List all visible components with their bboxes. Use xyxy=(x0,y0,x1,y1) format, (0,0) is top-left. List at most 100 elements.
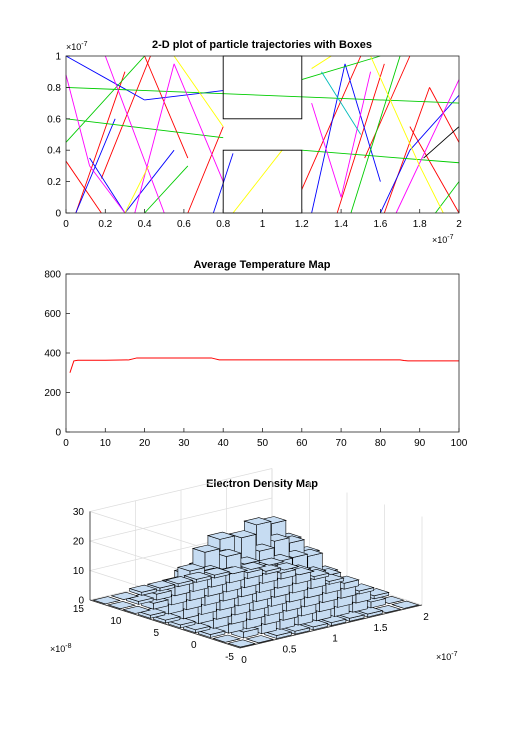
x-tick-label: 0.8 xyxy=(216,219,230,230)
bar-top xyxy=(191,544,221,553)
trajectory-segment xyxy=(311,63,346,214)
x-axis-line xyxy=(239,604,423,649)
bar-top xyxy=(212,634,242,643)
density-bar xyxy=(107,601,137,610)
trajectory-segment xyxy=(75,118,116,214)
trajectory-segment xyxy=(419,165,444,214)
temperature-plot-title: Average Temperature Map xyxy=(194,259,331,271)
x-tick-label: 1 xyxy=(260,219,266,230)
z-tick-label: 30 xyxy=(73,507,85,518)
trajectory-segment xyxy=(65,55,145,101)
bar-top xyxy=(390,600,420,609)
y-tick-label: 200 xyxy=(44,388,61,399)
temperature-line xyxy=(69,357,459,373)
trajectory-segment xyxy=(370,55,421,167)
y-tick-label: 0 xyxy=(55,428,61,439)
x-tick-label: 0 xyxy=(241,655,247,666)
trajectory-segment xyxy=(100,55,151,179)
x-tick-label: 0.4 xyxy=(138,219,152,230)
trajectory-segment xyxy=(65,118,224,139)
density-bar xyxy=(390,600,420,609)
x-tick-label: 0.6 xyxy=(177,219,191,230)
z-tick-label: 10 xyxy=(73,566,85,577)
trajectory-segment xyxy=(379,150,411,214)
density-bar xyxy=(110,591,140,600)
x-tick-label: 0 xyxy=(63,219,69,230)
trajectory-x-exponent: ×10-7 xyxy=(432,234,454,245)
bar-top xyxy=(245,635,275,644)
trajectory-segment xyxy=(173,63,224,182)
trajectory-segment xyxy=(311,55,332,69)
trajectory-segment xyxy=(75,71,126,214)
y-tick-label: -5 xyxy=(225,652,234,663)
x-tick-label: 1.4 xyxy=(334,219,348,230)
bar-top xyxy=(183,571,213,580)
density-bar xyxy=(164,576,194,588)
trajectory-segment xyxy=(301,55,381,80)
y-tick-label: 600 xyxy=(44,309,61,320)
trajectory-plot-area xyxy=(66,56,459,213)
trajectory-segment xyxy=(383,87,430,214)
trajectory-segment xyxy=(395,79,460,214)
trajectory-x-ticks: 0 0.2 0.4 0.6 0.8 1 1.2 1.4 1.6 1.8 2 xyxy=(63,209,462,230)
y-tick-label: 400 xyxy=(44,349,61,360)
density-bar xyxy=(146,580,176,592)
y-tick-label: 0.6 xyxy=(47,114,61,125)
electron-density-plot: Electron Density Map 0 10 20 30 0 0.5 1 1.5 2 15 1… xyxy=(50,468,458,666)
bar-top xyxy=(201,567,231,576)
y-tick-label: 0 xyxy=(55,209,61,220)
trajectory-segment xyxy=(144,90,224,101)
temperature-x-ticks: 0 10 20 30 40 50 60 70 80 90 100 xyxy=(63,428,468,449)
bar-top xyxy=(255,557,285,566)
density-bar xyxy=(122,605,152,614)
x-tick-label: 80 xyxy=(375,438,387,449)
trajectory-segment xyxy=(364,55,411,159)
x-tick-label: 20 xyxy=(139,438,151,449)
x-tick-label: 0.2 xyxy=(98,219,112,230)
x-tick-label: 60 xyxy=(296,438,308,449)
density-bar xyxy=(182,622,212,634)
trajectory-segment xyxy=(311,102,342,198)
trajectory-segment xyxy=(423,126,460,159)
temperature-plot-area xyxy=(66,274,459,432)
trajectory-y-ticks: 0 0.2 0.4 0.6 0.8 1 xyxy=(47,52,70,220)
bar-top xyxy=(237,561,267,570)
x-tick-label: 50 xyxy=(257,438,269,449)
density-bar xyxy=(227,639,257,648)
x-tick-label: 2 xyxy=(423,612,429,623)
trajectory-segment xyxy=(65,86,460,104)
bar-top xyxy=(107,601,137,610)
trajectory-segment xyxy=(435,181,460,214)
bar-top xyxy=(92,596,122,605)
electron-density-title: Electron Density Map xyxy=(206,478,318,490)
trajectory-y-exponent: ×10-7 xyxy=(66,41,88,52)
trajectory-segment xyxy=(144,165,189,214)
trajectory-plot: 2-D plot of particle trajectories with B… xyxy=(47,39,462,245)
density-bars xyxy=(92,516,420,648)
trajectory-segment xyxy=(65,160,102,214)
x-tick-label: 1.6 xyxy=(373,219,387,230)
density-bar xyxy=(212,634,242,643)
y-tick-label: 0.2 xyxy=(47,177,61,188)
x-tick-label: 1.8 xyxy=(413,219,427,230)
trajectory-segment xyxy=(187,126,224,214)
trajectory-segment xyxy=(232,149,283,214)
y-tick-label: 1 xyxy=(55,52,61,63)
x-tick-label: 0 xyxy=(63,438,69,449)
bar-top xyxy=(206,531,236,540)
trajectory-segment xyxy=(344,63,381,182)
y-tick-label: 0.8 xyxy=(47,83,61,94)
y-tick-label: 10 xyxy=(110,616,122,627)
trajectory-segment xyxy=(321,71,362,135)
density-bar xyxy=(128,584,158,596)
temperature-plot: Average Temperature Map 0 10 20 30 40 50 60 70 8… xyxy=(44,259,467,449)
x-tick-label: 70 xyxy=(336,438,348,449)
bar-top xyxy=(227,639,257,648)
x-tick-label: 1.2 xyxy=(295,219,309,230)
density-bar xyxy=(183,571,213,583)
trajectory-plot-title: 2-D plot of particle trajectories with B… xyxy=(152,39,372,51)
x-tick-label: 90 xyxy=(414,438,426,449)
density-bar xyxy=(152,612,182,624)
density-y-exponent: ×10-8 xyxy=(50,643,72,654)
